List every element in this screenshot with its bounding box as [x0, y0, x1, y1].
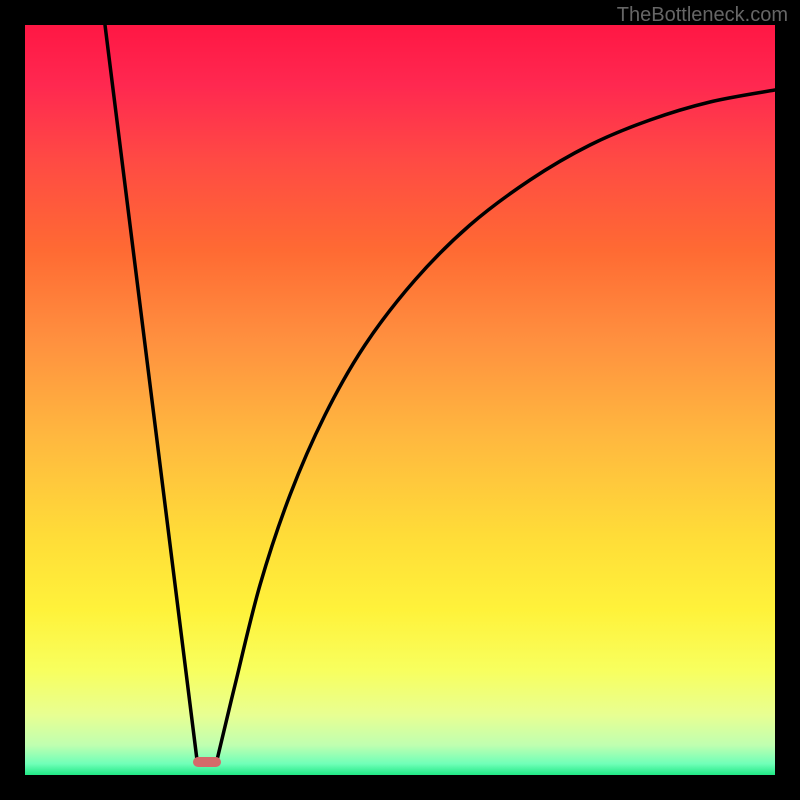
gradient-background — [25, 25, 775, 775]
chart-svg — [25, 25, 775, 775]
watermark-text: TheBottleneck.com — [617, 4, 788, 27]
marker-pill — [193, 757, 221, 767]
chart-container: TheBottleneck.com — [0, 0, 800, 800]
plot-area — [25, 25, 775, 775]
